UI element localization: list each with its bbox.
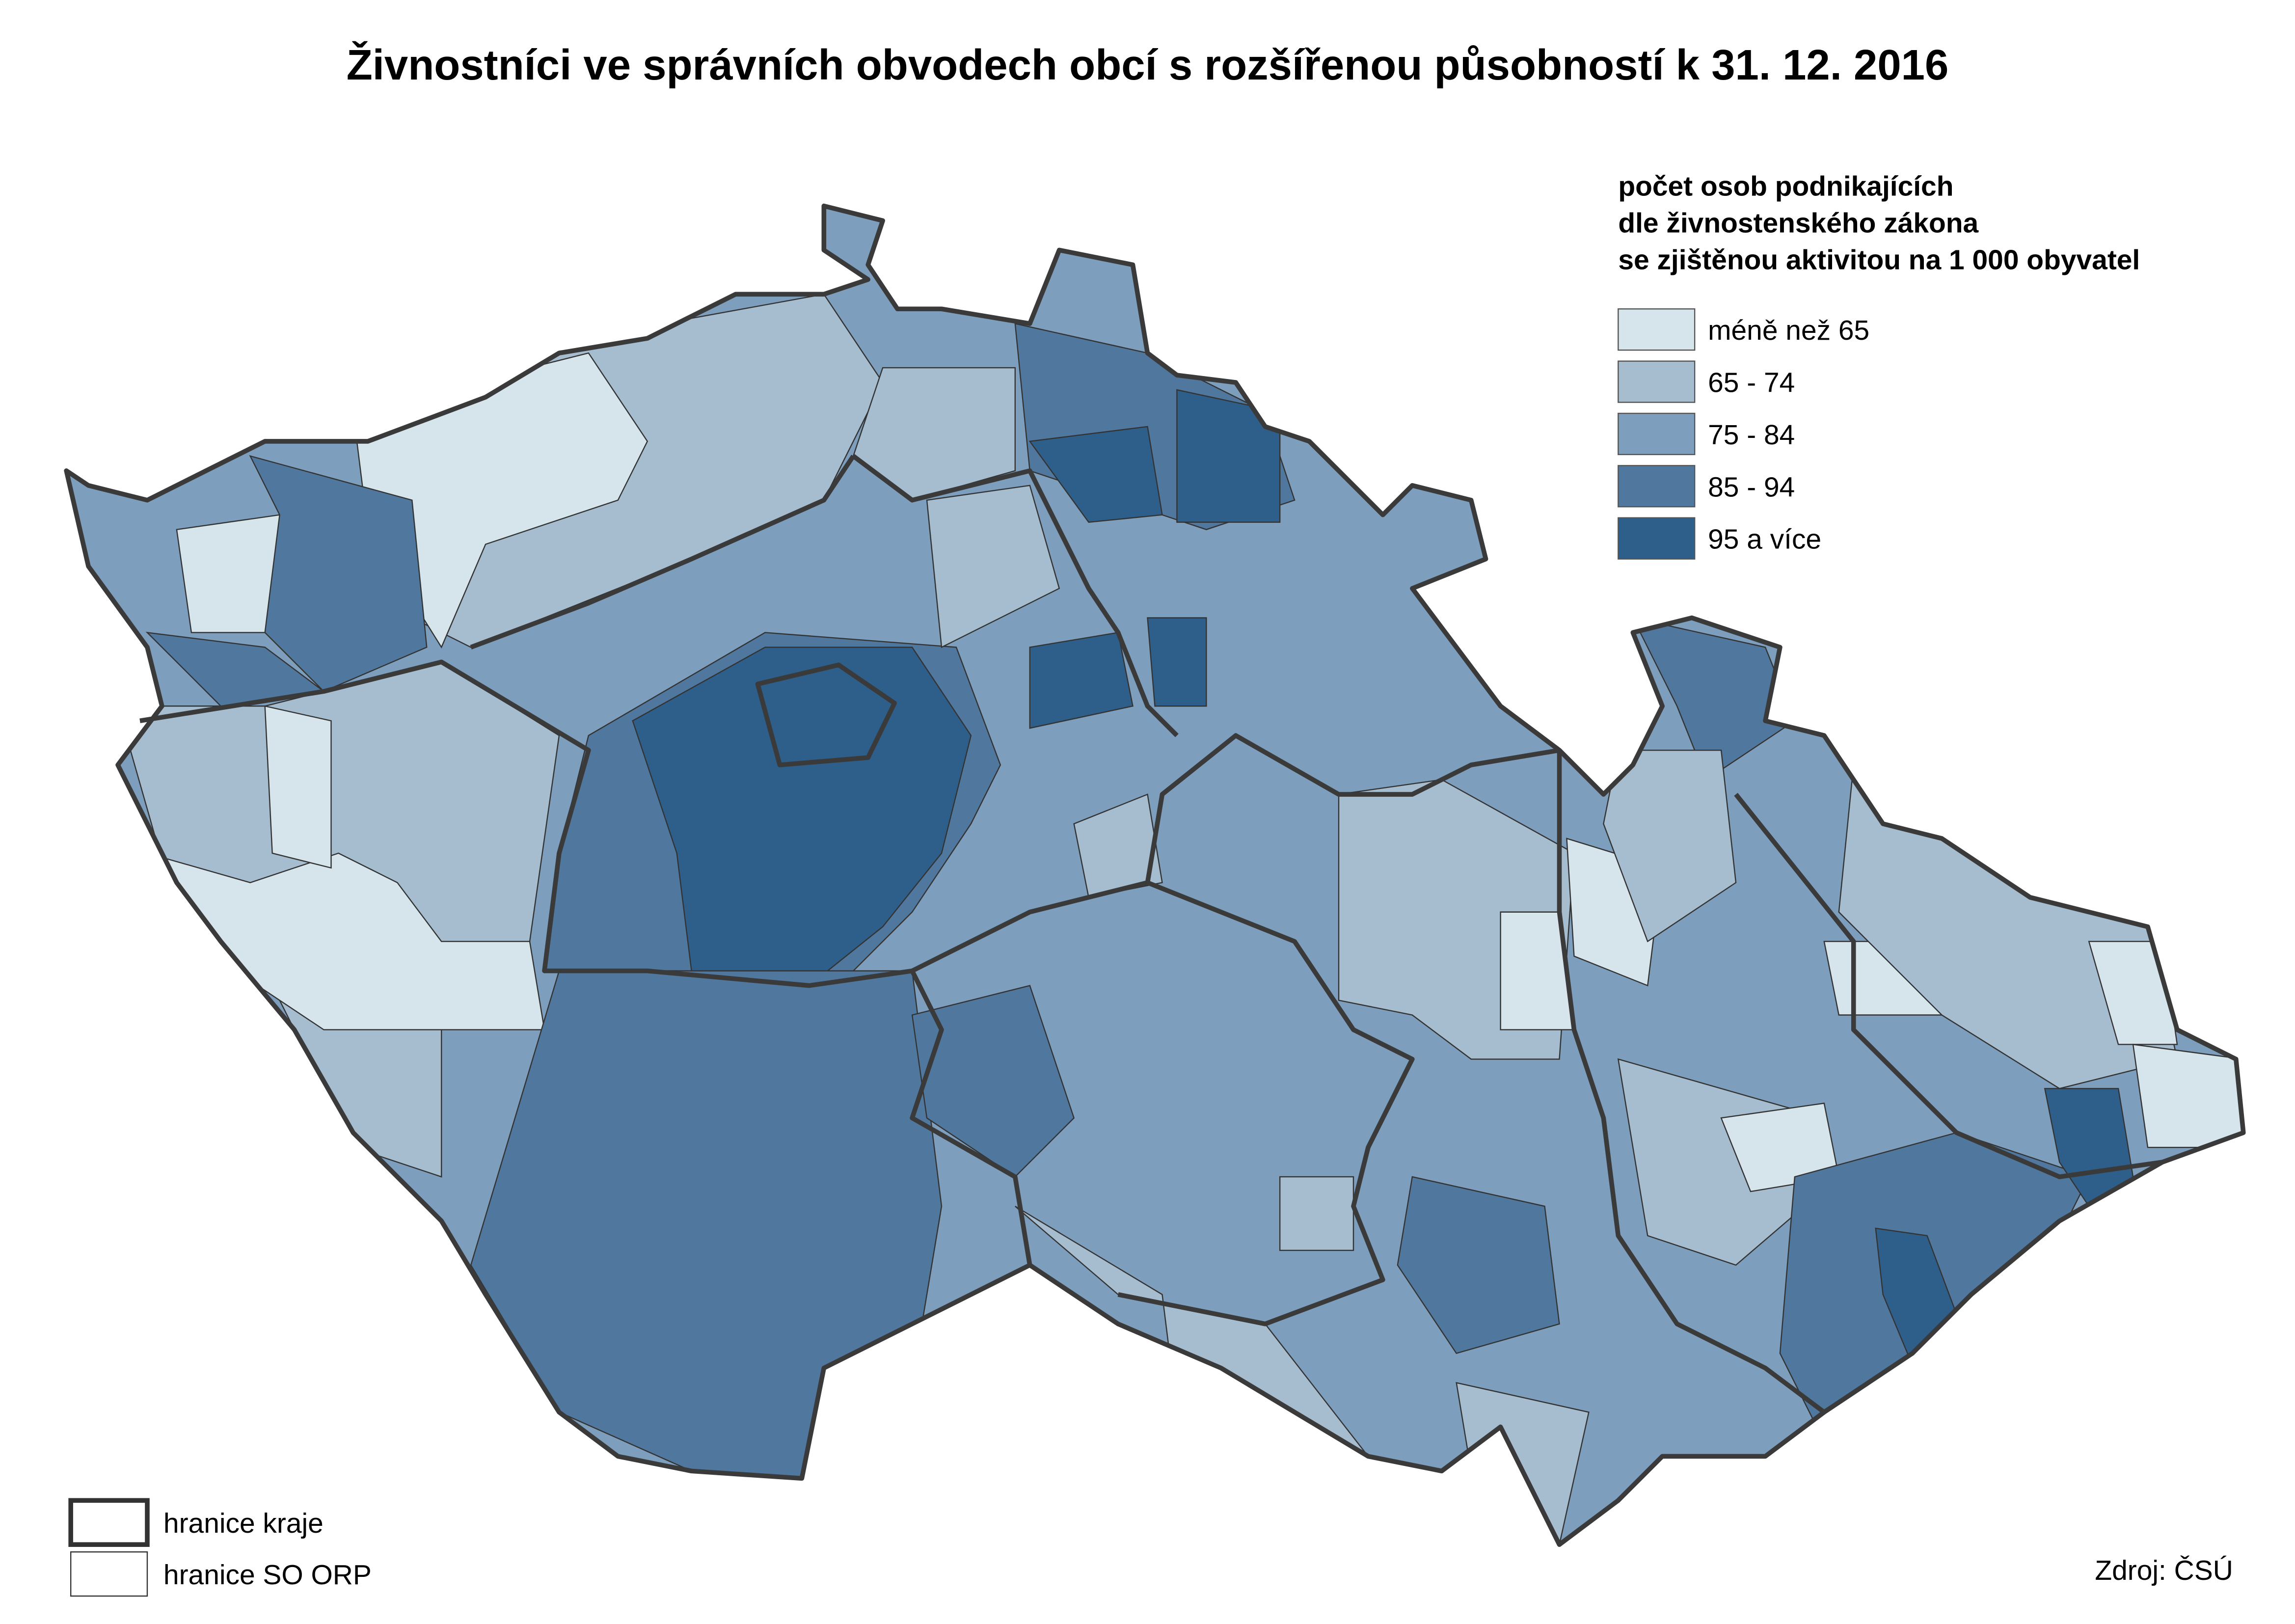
region-border — [852, 454, 1179, 737]
region-border — [1117, 880, 1415, 1326]
region — [2132, 1044, 2243, 1148]
source: Zdroj: ČSÚ — [2095, 1555, 2233, 1586]
region — [926, 485, 1060, 649]
legend-title: počet osob podnikajících — [1618, 171, 1953, 202]
region — [1028, 426, 1163, 523]
region — [1279, 1176, 1354, 1251]
region — [1397, 1176, 1560, 1354]
legend-title: se zjištěnou aktivitou na 1 000 obyvatel — [1618, 244, 2140, 275]
legend-swatch — [1618, 308, 1696, 351]
legend-swatch — [1618, 465, 1696, 508]
region — [911, 985, 1075, 1178]
legend-swatch — [1618, 412, 1696, 456]
legend-label: 95 a více — [1708, 524, 1821, 555]
legend-swatch — [1618, 517, 1696, 560]
region — [1029, 632, 1134, 729]
region-border — [1734, 793, 2163, 1179]
region — [145, 852, 545, 1030]
border-label: hranice kraje — [163, 1508, 324, 1539]
region — [1147, 617, 1207, 707]
legend-label: 85 - 94 — [1708, 471, 1795, 503]
region — [1176, 389, 1281, 523]
region — [1456, 1382, 1590, 1545]
region — [264, 705, 332, 869]
legend-label: méně než 65 — [1708, 315, 1869, 346]
region-border — [755, 662, 897, 767]
legend-swatch — [1618, 360, 1696, 403]
border-swatch — [70, 1551, 148, 1597]
region — [1603, 749, 1737, 943]
legend-label: 65 - 74 — [1708, 367, 1795, 399]
region-border — [1557, 750, 1826, 1414]
region — [470, 970, 943, 1487]
legend-title: dle živnostenského zákona — [1618, 207, 1979, 239]
region — [1073, 793, 1163, 898]
region — [1632, 617, 1796, 781]
region — [2088, 941, 2178, 1045]
region-border — [470, 455, 856, 650]
region-border — [911, 733, 1560, 973]
legend: počet osob podnikajících dle živnostenské… — [68, 171, 2140, 1597]
border-label: hranice SO ORP — [163, 1559, 372, 1591]
region — [632, 647, 972, 986]
border-swatch — [68, 1498, 150, 1547]
legend-label: 75 - 84 — [1708, 419, 1795, 451]
region-border — [139, 659, 1032, 1266]
map-title: Živnostníci ve správních obvodech obcí s… — [347, 41, 1949, 89]
